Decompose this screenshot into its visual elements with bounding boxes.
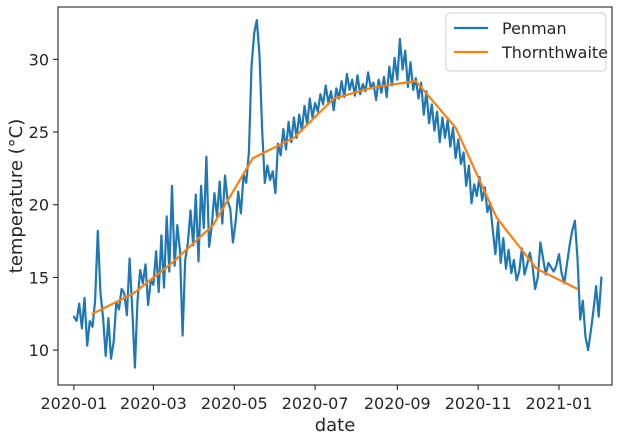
series-line-thornthwaite	[91, 80, 579, 315]
y-tick-label: 15	[29, 268, 49, 287]
legend-label-thornthwaite: Thornthwaite	[501, 43, 608, 62]
series-layer	[72, 19, 603, 369]
x-tick-label: 2020-05	[201, 394, 268, 413]
y-tick-label: 10	[29, 341, 49, 360]
y-tick-label: 30	[29, 50, 49, 69]
x-tick-label: 2020-01	[40, 394, 107, 413]
x-tick-label: 2021-01	[526, 394, 593, 413]
series-line-penman	[72, 19, 603, 369]
x-tick-label: 2020-11	[445, 394, 512, 413]
x-axis-label: date	[315, 415, 356, 436]
legend: Penman Thornthwaite	[445, 12, 608, 72]
x-tick-label: 2020-03	[120, 394, 187, 413]
y-axis-label: temperature (°C)	[6, 119, 27, 273]
legend-label-penman: Penman	[502, 19, 567, 38]
x-tick-label: 2020-09	[364, 394, 431, 413]
y-tick-label: 20	[29, 196, 49, 215]
y-tick-label: 25	[29, 123, 49, 142]
y-axis: 10 15 20 25 30	[29, 50, 58, 360]
x-axis: 2020-01 2020-03 2020-05 2020-07 2020-09 2020-…	[40, 385, 592, 413]
x-tick-label: 2020-07	[282, 394, 349, 413]
plot-frame	[57, 6, 613, 386]
